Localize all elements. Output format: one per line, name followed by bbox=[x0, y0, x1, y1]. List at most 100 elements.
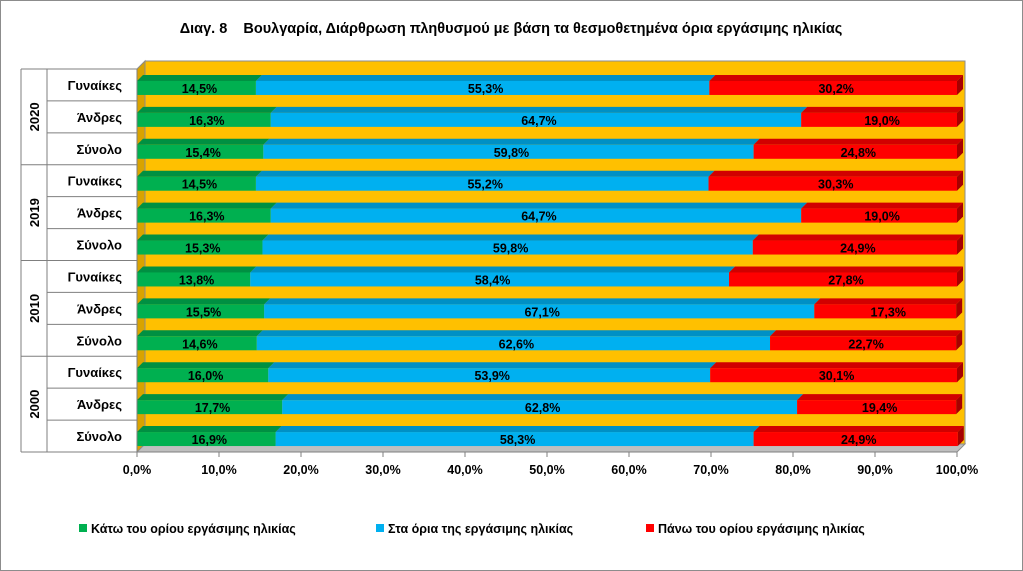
bar-segment bbox=[268, 362, 717, 383]
data-label: 13,8% bbox=[179, 273, 214, 287]
bar-segment bbox=[264, 298, 821, 319]
data-label: 16,3% bbox=[189, 210, 224, 224]
x-tick-label: 80,0% bbox=[775, 463, 810, 477]
bar bbox=[137, 208, 271, 223]
x-tick-label: 40,0% bbox=[447, 463, 482, 477]
bar-side-face bbox=[957, 170, 963, 191]
data-label: 14,6% bbox=[182, 337, 217, 351]
bar bbox=[137, 368, 269, 383]
data-label: 55,2% bbox=[467, 178, 502, 192]
legend-swatch bbox=[646, 524, 654, 532]
bar bbox=[753, 432, 958, 447]
bar-segment bbox=[801, 106, 963, 127]
legend-item: Κάτω του ορίου εργάσιμης ηλικίας bbox=[79, 522, 296, 536]
category-label: Άνδρες bbox=[77, 206, 122, 221]
bar-top-face bbox=[729, 266, 963, 273]
data-label: 62,6% bbox=[499, 337, 534, 351]
chart-title: Διαγ. 8 Βουλγαρία, Διάρθρωση πληθυσμού μ… bbox=[180, 21, 843, 37]
bar-segment bbox=[250, 266, 736, 287]
bar bbox=[709, 80, 957, 95]
bar-segment bbox=[753, 138, 963, 159]
x-tick-label: 70,0% bbox=[693, 463, 728, 477]
bar-side-face bbox=[957, 74, 963, 95]
bar bbox=[268, 368, 711, 383]
bar-top-face bbox=[137, 394, 289, 401]
group-label: 2010 bbox=[27, 294, 42, 323]
bar-top-face bbox=[255, 74, 716, 81]
bar-top-face bbox=[264, 298, 821, 305]
bar-side-face bbox=[957, 426, 964, 447]
data-label: 15,3% bbox=[185, 242, 220, 256]
group-label: 2000 bbox=[27, 390, 42, 419]
x-tick-label: 20,0% bbox=[283, 463, 318, 477]
bar-top-face bbox=[770, 330, 963, 337]
bar bbox=[255, 80, 710, 95]
bar-top-face bbox=[275, 426, 760, 433]
data-label: 15,4% bbox=[185, 146, 220, 160]
bar-segment bbox=[275, 426, 760, 447]
bar-segment bbox=[137, 394, 289, 415]
bar-side-face bbox=[957, 362, 963, 383]
data-label: 24,9% bbox=[840, 242, 875, 256]
bar-top-face bbox=[814, 298, 963, 305]
bar-top-face bbox=[797, 394, 963, 401]
bar bbox=[270, 112, 802, 127]
bar-top-face bbox=[709, 74, 963, 81]
data-label: 19,0% bbox=[864, 114, 899, 128]
bar bbox=[729, 272, 957, 287]
bar-side-face bbox=[956, 298, 963, 319]
bar bbox=[801, 208, 957, 223]
bar-segment bbox=[137, 426, 282, 447]
bar-top-face bbox=[250, 266, 736, 273]
x-axis: 0,0% 10,0% 20,0% 30,0% 40,0% 50,0% 60,0% 70,0% 8… bbox=[123, 451, 978, 477]
data-label: 14,5% bbox=[182, 82, 217, 96]
bar bbox=[137, 400, 283, 415]
legend: Κάτω του ορίου εργάσιμης ηλικίας Στα όρια… bbox=[79, 522, 865, 536]
data-label: 16,0% bbox=[188, 369, 223, 383]
bar bbox=[263, 144, 754, 159]
bar-segment bbox=[770, 330, 963, 351]
bar-top-face bbox=[753, 426, 964, 433]
bar bbox=[137, 176, 256, 191]
bar-top-face bbox=[137, 298, 271, 305]
bar-side-face bbox=[957, 234, 963, 255]
bar-top-face bbox=[282, 394, 804, 401]
bar-segment bbox=[752, 234, 963, 255]
value-labels: 14,5% 55,3% 30,2% 16,3% 64,7% 19,0% 15,4% 59,8%… bbox=[179, 82, 906, 447]
bar-top-face bbox=[255, 170, 715, 177]
bar-top-face bbox=[137, 170, 262, 177]
legend-swatch bbox=[376, 524, 384, 532]
bar-top-face bbox=[262, 234, 759, 241]
bar-segment bbox=[255, 170, 715, 191]
bars bbox=[137, 74, 964, 447]
data-label: 64,7% bbox=[521, 210, 556, 224]
data-label: 53,9% bbox=[474, 369, 509, 383]
bar bbox=[753, 144, 957, 159]
bar-top-face bbox=[270, 202, 808, 209]
bar-segment bbox=[137, 138, 270, 159]
bar bbox=[270, 208, 802, 223]
bar bbox=[250, 272, 730, 287]
x-tick-label: 30,0% bbox=[365, 463, 400, 477]
bar-side-face bbox=[957, 138, 963, 159]
bar bbox=[710, 368, 957, 383]
legend-label: Κάτω του ορίου εργάσιμης ηλικίας bbox=[91, 522, 296, 536]
legend-swatch bbox=[79, 524, 87, 532]
bar bbox=[137, 240, 263, 255]
bar-segment bbox=[137, 74, 262, 95]
bar-segment bbox=[753, 426, 964, 447]
bar bbox=[137, 304, 265, 319]
data-label: 59,8% bbox=[494, 146, 529, 160]
bar-segment bbox=[256, 330, 777, 351]
category-label: Γυναίκες bbox=[68, 365, 123, 380]
x-tick-label: 100,0% bbox=[936, 463, 978, 477]
bar-segment bbox=[137, 362, 275, 383]
data-label: 19,0% bbox=[864, 210, 899, 224]
bar-top-face bbox=[137, 202, 277, 209]
bar-segment bbox=[137, 266, 257, 287]
bar-top-face bbox=[801, 202, 963, 209]
group-label: 2020 bbox=[27, 102, 42, 131]
data-label: 14,5% bbox=[182, 178, 217, 192]
category-label: Άνδρες bbox=[77, 301, 122, 316]
